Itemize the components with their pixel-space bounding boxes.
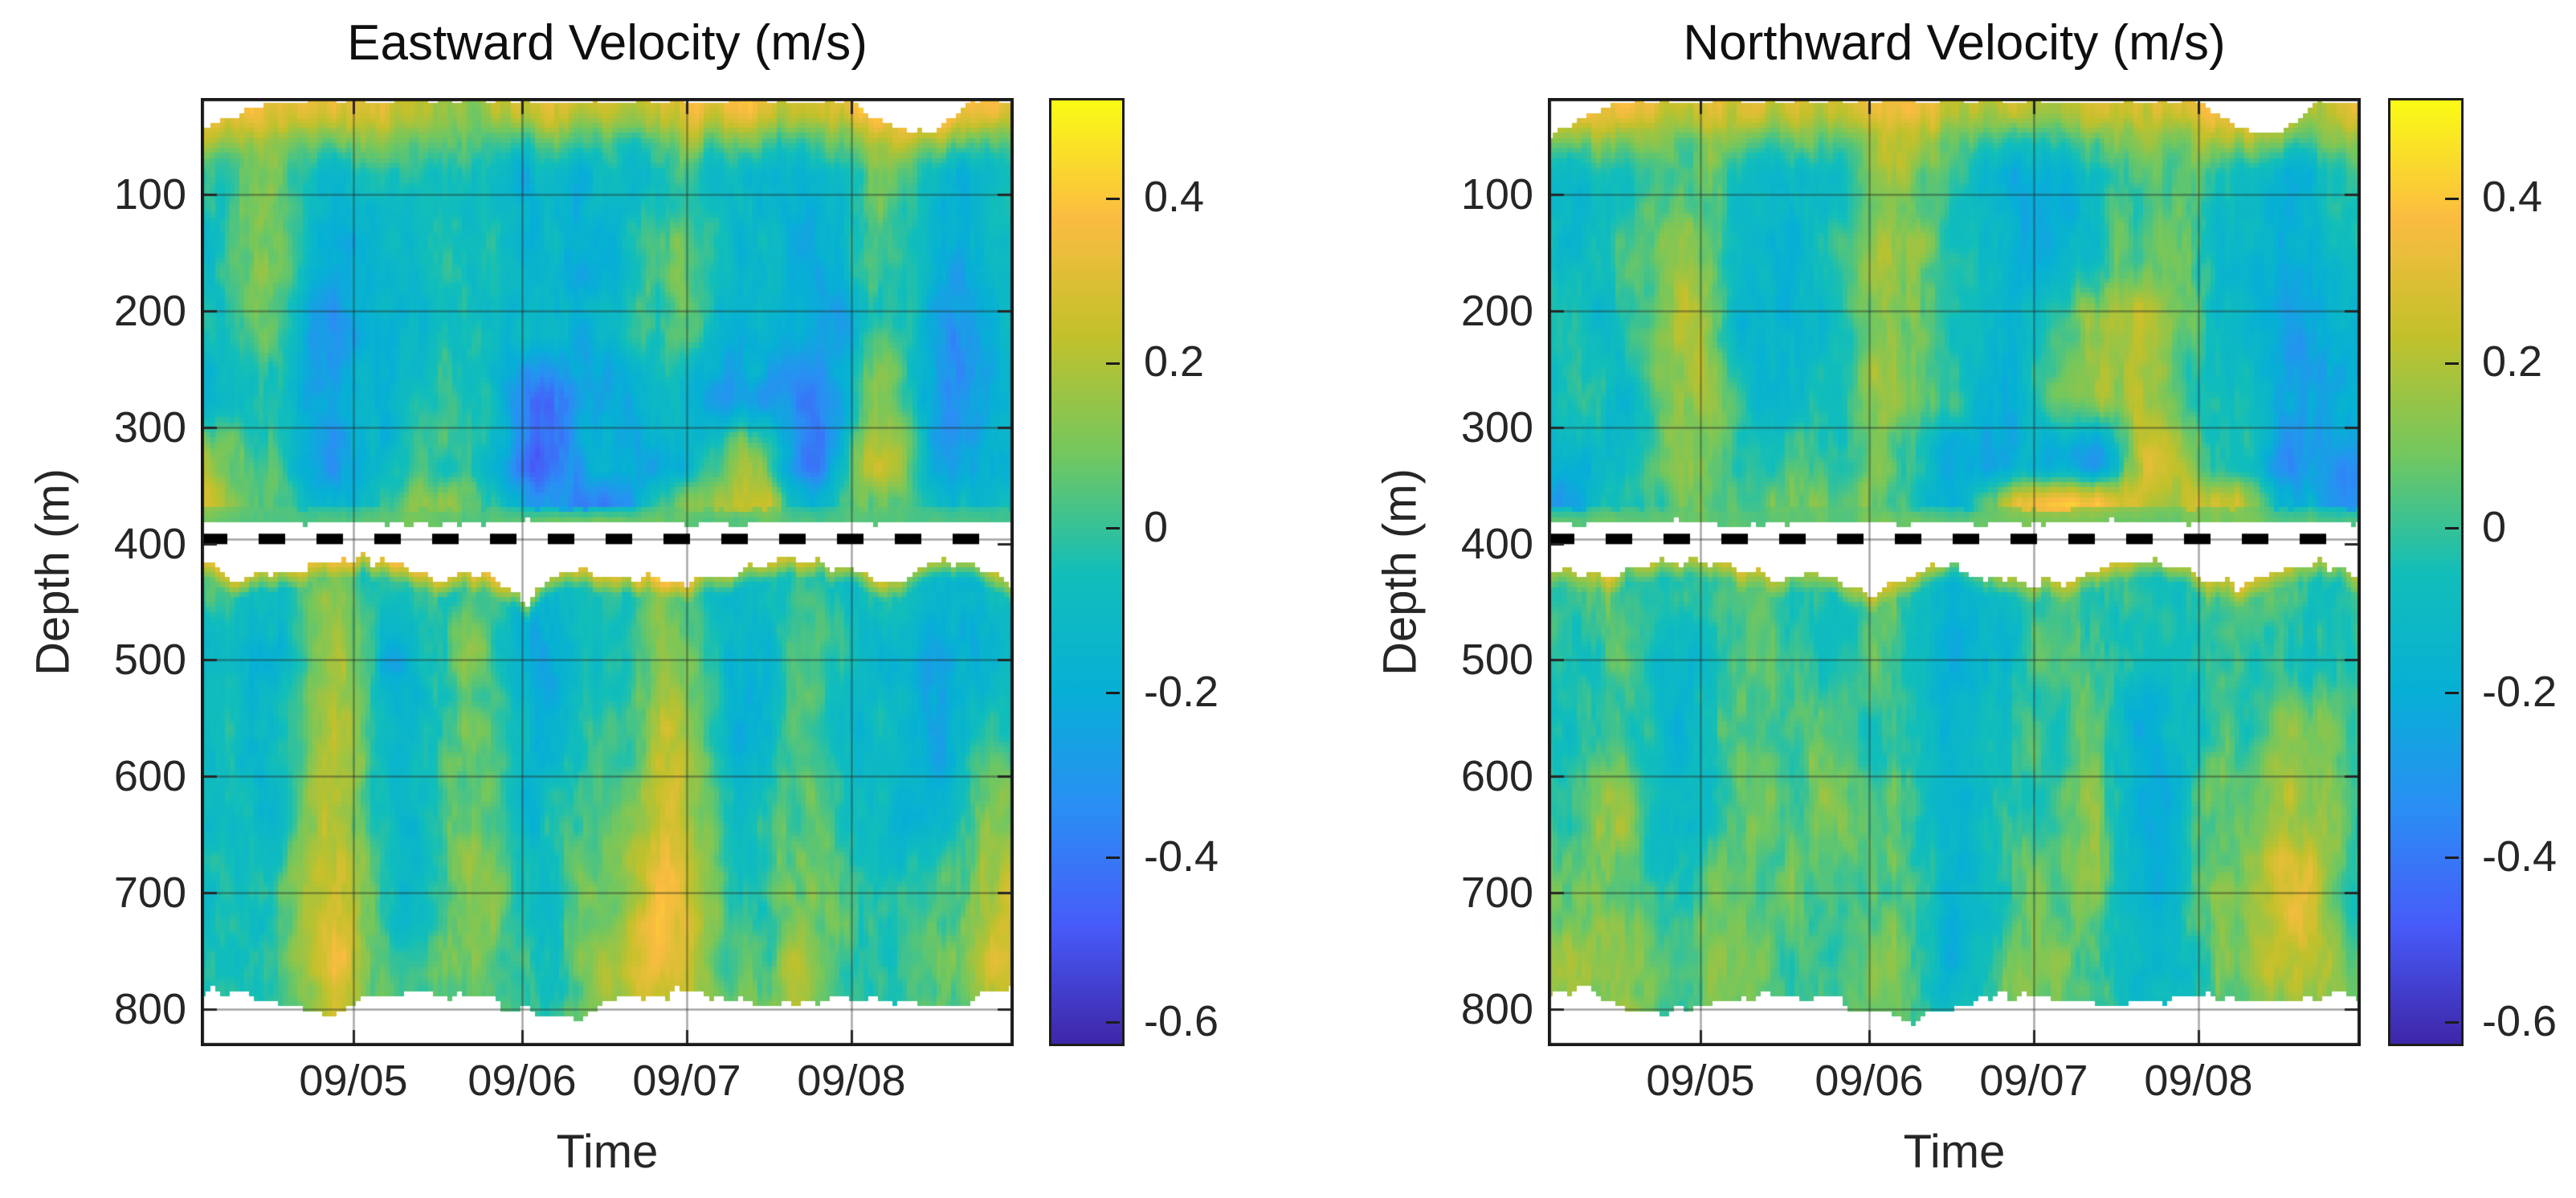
colorbar-tick	[2445, 527, 2459, 529]
colorbar-tick	[1106, 362, 1120, 365]
x-tick-label: 09/05	[1646, 1057, 1755, 1105]
colorbar-tick-label: -0.2	[2482, 668, 2558, 716]
y-tick-label: 800	[1460, 985, 1533, 1033]
colorbar-tick-label: 0.4	[1144, 173, 1205, 221]
x-axis-label-left: Time	[556, 1126, 659, 1178]
x-tick-label: 09/07	[632, 1057, 741, 1105]
x-tick-label: 09/05	[299, 1057, 408, 1105]
y-tick-label: 200	[113, 287, 186, 335]
y-tick-label: 400	[1460, 520, 1533, 568]
colorbar-northward	[2388, 98, 2464, 1046]
y-axis-label-left: Depth (m)	[27, 468, 80, 676]
x-axis-label-right: Time	[1903, 1126, 2006, 1178]
colorbar-tick	[1106, 1021, 1120, 1024]
colorbar-tick	[2445, 198, 2459, 200]
colorbar-tick	[2445, 692, 2459, 694]
y-tick-label: 100	[113, 170, 186, 219]
y-tick-label: 400	[113, 520, 186, 568]
colorbar-tick	[2445, 1021, 2459, 1024]
x-tick-label: 09/06	[467, 1057, 577, 1105]
y-tick-label: 600	[1460, 752, 1533, 800]
x-tick-label: 09/08	[2144, 1057, 2253, 1105]
heatmap-northward	[1548, 98, 2361, 1046]
y-tick-label: 500	[113, 636, 186, 684]
colorbar-tick-label: -0.2	[1144, 668, 1219, 716]
colorbar-tick	[1106, 857, 1120, 859]
colorbar-tick-label: -0.6	[1144, 997, 1219, 1045]
y-tick-label: 300	[113, 403, 186, 452]
x-tick-label: 09/06	[1815, 1057, 1924, 1105]
colorbar-tick	[2445, 362, 2459, 365]
colorbar-tick-label: 0.2	[2482, 337, 2543, 386]
colorbar-tick-label: 0.2	[1144, 337, 1205, 386]
heatmap-eastward	[201, 98, 1014, 1046]
y-tick-label: 300	[1460, 403, 1533, 452]
y-tick-label: 700	[113, 869, 186, 917]
y-tick-label: 100	[1460, 170, 1533, 219]
colorbar-tick-label: 0.4	[2482, 173, 2543, 221]
colorbar-tick-label: -0.4	[1144, 832, 1219, 881]
colorbar-tick	[1106, 692, 1120, 694]
x-tick-label: 09/08	[797, 1057, 906, 1105]
panel-title-eastward: Eastward Velocity (m/s)	[347, 15, 868, 71]
colorbar-tick-label: 0	[1144, 503, 1169, 551]
panel-title-northward: Northward Velocity (m/s)	[1683, 15, 2226, 71]
y-axis-label-right: Depth (m)	[1374, 468, 1427, 676]
colorbar-tick-label: 0	[2482, 503, 2507, 551]
y-tick-label: 800	[113, 985, 186, 1033]
colorbar-tick-label: -0.6	[2482, 997, 2558, 1045]
y-tick-label: 200	[1460, 287, 1533, 335]
x-tick-label: 09/07	[1979, 1057, 2088, 1105]
y-tick-label: 600	[113, 752, 186, 800]
y-tick-label: 500	[1460, 636, 1533, 684]
colorbar-tick-label: -0.4	[2482, 832, 2558, 881]
colorbar-tick	[1106, 527, 1120, 529]
y-tick-label: 700	[1460, 869, 1533, 917]
colorbar-tick	[1106, 198, 1120, 200]
colorbar-tick	[2445, 857, 2459, 859]
colorbar-eastward	[1049, 98, 1125, 1046]
